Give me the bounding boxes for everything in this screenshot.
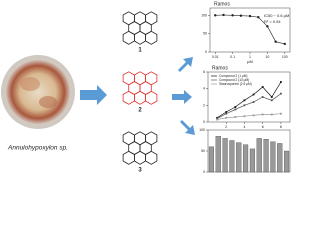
x-tick-label: 0.1 xyxy=(230,55,235,59)
point xyxy=(252,114,255,117)
photo-caption: Annulohypoxylon sp. xyxy=(7,145,68,152)
arrow xyxy=(80,85,107,105)
x-tick-label: 8 xyxy=(280,125,282,129)
x-tick-label: 1 xyxy=(249,55,251,59)
legend-label: Staurosporine (2.5 μM) xyxy=(219,82,252,86)
point xyxy=(279,81,282,83)
legend-label: Compound 2 (1 μM) xyxy=(219,74,247,78)
x-tick-label: 100 xyxy=(282,55,288,59)
point xyxy=(239,14,243,17)
chart: Ramos 0 50 100 0.01 0.1 1 10 100 μM IC50 ~ 0.6 μMR… xyxy=(201,1,291,64)
arrow xyxy=(172,90,192,104)
structure: 3 xyxy=(122,131,158,174)
bar xyxy=(277,143,283,173)
point xyxy=(225,111,228,113)
structure: 2 xyxy=(122,71,158,114)
ring xyxy=(145,30,158,45)
point xyxy=(274,40,277,43)
point xyxy=(270,99,273,102)
compound-label: 2 xyxy=(138,108,142,114)
point xyxy=(261,113,264,116)
structure: 1 xyxy=(122,11,158,54)
point xyxy=(270,113,273,116)
point xyxy=(243,99,246,102)
point xyxy=(214,14,217,17)
y-tick-label: 50 xyxy=(201,149,205,153)
x-tick-label: 10 xyxy=(265,55,269,59)
y-tick-label: 6 xyxy=(203,70,205,74)
bar xyxy=(236,142,242,173)
y-tick-label: 0 xyxy=(203,120,205,124)
arrows xyxy=(80,57,195,135)
y-tick-label: 0 xyxy=(205,50,207,54)
bar xyxy=(243,144,249,173)
point xyxy=(225,116,228,119)
bar xyxy=(270,141,276,173)
point xyxy=(266,25,269,28)
annotation: R² = 0.94 xyxy=(264,19,281,24)
point xyxy=(234,106,237,108)
series-line xyxy=(217,113,281,120)
point xyxy=(252,101,255,103)
bar xyxy=(249,148,255,173)
x-axis-label: μM xyxy=(247,59,253,64)
series-line xyxy=(216,81,282,119)
point xyxy=(248,14,252,18)
x-tick-label: 2 xyxy=(225,125,227,129)
point xyxy=(216,118,219,121)
x-tick-label: 0.01 xyxy=(212,55,219,59)
point xyxy=(252,93,255,96)
chart-title: Ramos xyxy=(214,1,230,7)
ring xyxy=(145,90,158,105)
point xyxy=(261,96,264,98)
point xyxy=(234,116,237,118)
point xyxy=(279,112,282,115)
series-line xyxy=(216,93,282,120)
arrow xyxy=(178,57,193,72)
point xyxy=(283,42,286,46)
y-tick-label: 2 xyxy=(203,103,205,107)
point xyxy=(243,104,246,107)
point xyxy=(270,96,273,98)
culture-spot xyxy=(39,96,57,108)
point xyxy=(243,115,246,118)
bar xyxy=(256,138,262,173)
petri-dish-photo xyxy=(1,55,75,129)
y-tick-label: 4 xyxy=(203,87,205,91)
annotation: IC50 ~ 0.6 μM xyxy=(264,13,289,18)
plot-area xyxy=(207,71,291,123)
arrow xyxy=(180,120,195,135)
bar xyxy=(229,140,235,173)
y-tick-label: 100 xyxy=(199,128,205,132)
chart: Ramos 0 2 4 6 2 4 6 8 Compound 2 (1 μM)Compound 2… xyxy=(203,65,291,129)
legend-label: Compound 2 (10 μM) xyxy=(219,78,249,82)
bar xyxy=(284,150,290,173)
culture-spot xyxy=(20,77,40,91)
compound-label: 1 xyxy=(138,48,142,54)
bar xyxy=(222,138,228,173)
bar xyxy=(263,139,269,173)
point xyxy=(279,92,282,95)
point xyxy=(261,86,264,88)
dish-culture xyxy=(5,59,71,125)
compound-label: 3 xyxy=(138,168,142,174)
point xyxy=(234,108,237,111)
point xyxy=(257,15,260,19)
point xyxy=(231,14,234,17)
y-tick-label: 0 xyxy=(203,170,205,174)
bar xyxy=(215,136,221,173)
structures: 1 2 3 xyxy=(122,11,158,174)
y-tick-label: 50 xyxy=(203,32,207,36)
chart: 0 50 100 xyxy=(199,128,291,174)
x-tick-label: 4 xyxy=(243,125,245,129)
ring xyxy=(145,150,158,165)
point xyxy=(222,13,225,17)
chart-title: Ramos xyxy=(212,65,228,71)
bar xyxy=(208,146,214,173)
y-tick-label: 100 xyxy=(201,13,207,17)
x-tick-label: 6 xyxy=(262,125,264,129)
point xyxy=(225,112,228,115)
